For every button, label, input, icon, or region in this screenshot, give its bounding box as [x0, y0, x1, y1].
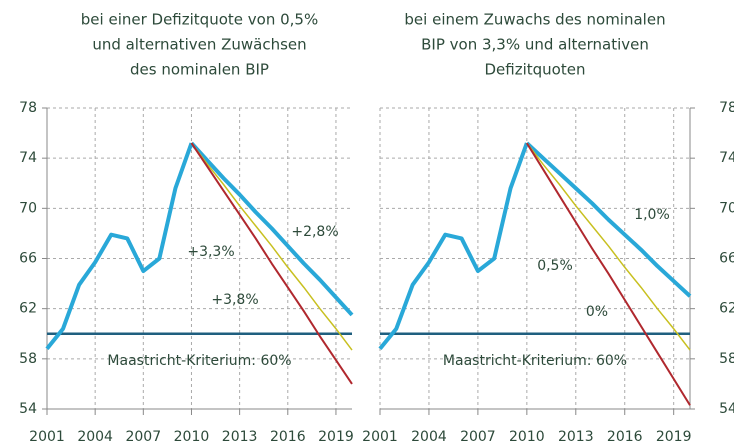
y-tick-label: 58 — [719, 351, 734, 367]
series-label: 1,0% — [634, 207, 670, 223]
series-label: +3,8% — [211, 292, 258, 308]
y-tick-label: 54 — [19, 401, 37, 417]
y-tick-label: 70 — [719, 200, 734, 216]
y-tick-label: 66 — [19, 251, 37, 267]
series-line — [526, 142, 691, 351]
x-tick-label: 2001 — [29, 429, 65, 445]
chart-title: bei einer Defizitquote von 0,5% — [81, 11, 318, 29]
x-tick-label: 2004 — [77, 429, 113, 445]
y-tick-label: 70 — [19, 200, 37, 216]
series-label: +2,8% — [291, 224, 338, 240]
series-label: 0,5% — [537, 258, 573, 274]
y-tick-label: 74 — [719, 150, 734, 166]
y-tick-label: 62 — [719, 301, 734, 317]
series-line — [189, 141, 354, 317]
series-line — [190, 142, 353, 351]
y-tick-label: 66 — [719, 251, 734, 267]
series-line — [45, 142, 194, 351]
x-tick-label: 2010 — [174, 429, 210, 445]
series-line — [190, 142, 353, 385]
y-tick-label: 58 — [19, 351, 37, 367]
y-tick-label: 54 — [719, 401, 734, 417]
chart-title: und alternativen Zuwächsen — [92, 36, 306, 54]
series-line — [525, 141, 692, 298]
x-tick-label: 2001 — [362, 429, 398, 445]
series-line — [525, 142, 691, 406]
x-tick-label: 2016 — [607, 429, 643, 445]
chart-title: des nominalen BIP — [130, 61, 269, 79]
chart-title: bei einem Zuwachs des nominalen — [404, 11, 665, 29]
x-tick-label: 2007 — [125, 429, 161, 445]
x-tick-label: 2010 — [509, 429, 545, 445]
x-tick-label: 2019 — [318, 429, 354, 445]
reference-label: Maastricht-Kriterium: 60% — [107, 353, 291, 369]
y-tick-label: 78 — [719, 100, 734, 116]
series-label: 0% — [586, 304, 608, 320]
y-tick-label: 62 — [19, 301, 37, 317]
y-tick-label: 74 — [19, 150, 37, 166]
x-tick-label: 2019 — [656, 429, 692, 445]
reference-label: Maastricht-Kriterium: 60% — [443, 353, 627, 369]
x-tick-label: 2007 — [460, 429, 496, 445]
x-tick-label: 2013 — [222, 429, 258, 445]
series-line — [378, 142, 529, 351]
x-tick-label: 2013 — [558, 429, 594, 445]
x-tick-label: 2016 — [270, 429, 306, 445]
series-label: +3,3% — [187, 244, 234, 260]
chart-title: Defizitquoten — [485, 61, 586, 79]
chart-title: BIP von 3,3% und alternativen — [421, 36, 649, 54]
x-tick-label: 2004 — [411, 429, 447, 445]
y-tick-label: 78 — [19, 100, 37, 116]
